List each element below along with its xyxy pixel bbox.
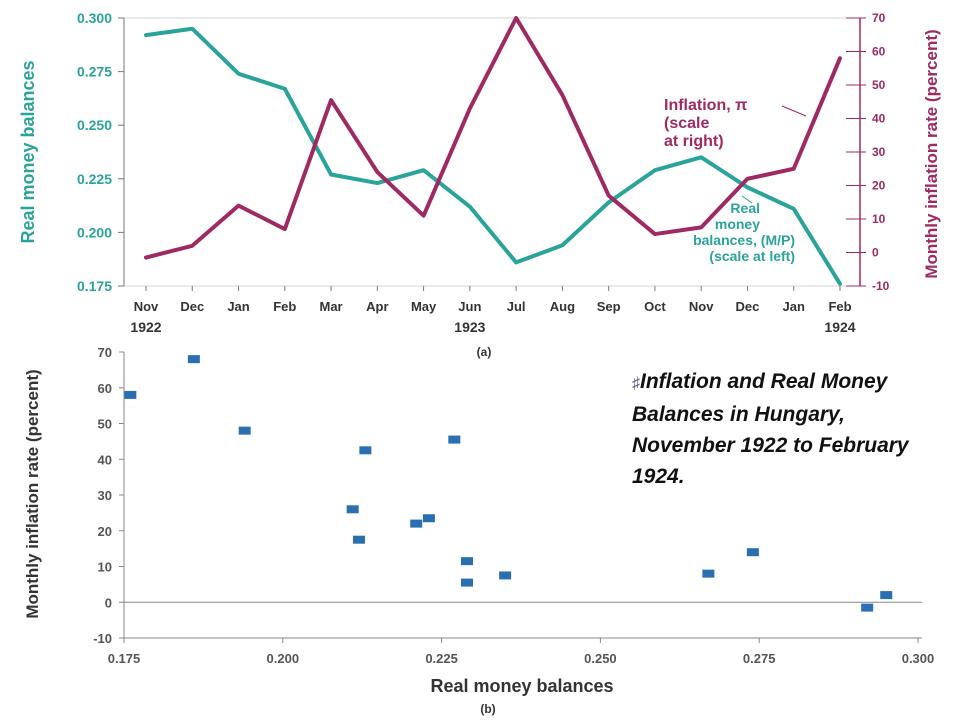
scatter-point bbox=[346, 505, 359, 514]
left-tick-label: 0.250 bbox=[77, 117, 112, 133]
month-tick-label: Nov bbox=[689, 299, 714, 314]
x-tick-label: 0.275 bbox=[743, 651, 776, 666]
panel-b-label: (b) bbox=[480, 702, 495, 716]
right-tick-label: 50 bbox=[872, 78, 886, 92]
y-tick-label: 50 bbox=[98, 417, 112, 432]
real-money-annotation: Real money balances, (M/P) (scale at lef… bbox=[693, 195, 795, 264]
y-tick-label: 20 bbox=[98, 524, 112, 539]
x-tick-label: 0.225 bbox=[425, 651, 458, 666]
month-tick-label: Feb bbox=[273, 299, 296, 314]
left-tick-label: 0.225 bbox=[77, 171, 112, 187]
month-tick-label: Jun bbox=[458, 299, 481, 314]
month-tick-label: Jan bbox=[783, 299, 805, 314]
scatter-point bbox=[448, 435, 461, 444]
month-tick-label: Mar bbox=[320, 299, 343, 314]
right-tick-label: 20 bbox=[872, 179, 886, 193]
month-tick-label: Dec bbox=[180, 299, 204, 314]
panel-a-left-axis-label: Real money balances bbox=[18, 60, 38, 243]
right-tick-label: 40 bbox=[872, 112, 886, 126]
scatter-point bbox=[461, 557, 474, 566]
real-money-annotation-line: balances, (M/P) bbox=[693, 232, 795, 248]
real-money-annotation-leader bbox=[741, 195, 753, 204]
month-tick-label: Jul bbox=[507, 299, 526, 314]
right-tick-label: -10 bbox=[872, 279, 890, 293]
month-tick-label: Nov bbox=[134, 299, 159, 314]
y-tick-label: 40 bbox=[98, 452, 112, 467]
left-tick-label: 0.175 bbox=[77, 278, 112, 294]
right-tick-label: 30 bbox=[872, 145, 886, 159]
right-tick-label: 10 bbox=[872, 212, 886, 226]
inflation-annotation-leader bbox=[781, 105, 807, 117]
x-tick-label: 0.200 bbox=[267, 651, 300, 666]
panel-b-x-ticks: 0.175 0.200 0.225 0.250 0.275 0.300 bbox=[108, 638, 935, 666]
scatter-point bbox=[861, 603, 874, 612]
panel-b-y-ticks: 70 60 50 40 30 20 10 0 -10 bbox=[93, 345, 124, 646]
right-tick-label: 0 bbox=[872, 246, 879, 260]
month-tick-label: Feb bbox=[828, 299, 851, 314]
panel-b-points bbox=[124, 355, 893, 612]
month-tick-label: Dec bbox=[736, 299, 760, 314]
left-tick-label: 0.275 bbox=[77, 64, 112, 80]
scatter-point bbox=[187, 355, 200, 364]
panel-a-year-labels: 1922 1923 1924 bbox=[130, 319, 855, 335]
inflation-annotation-line: Inflation, π bbox=[664, 97, 747, 114]
scatter-point bbox=[359, 446, 372, 455]
scatter-point bbox=[238, 426, 251, 435]
scatter-point bbox=[353, 535, 366, 544]
y-tick-label: 70 bbox=[98, 345, 112, 360]
real-money-annotation-line: money bbox=[715, 216, 760, 232]
line-chart-panel-a: 0.300 0.275 0.250 0.225 0.200 0.175 70 60 50 40 3… bbox=[18, 10, 941, 359]
panel-a-left-ticks: 0.300 0.275 0.250 0.225 0.200 0.175 bbox=[77, 10, 124, 294]
x-tick-label: 0.175 bbox=[108, 651, 141, 666]
scatter-point bbox=[499, 571, 512, 580]
caption-text: Inflation and Real Money Balances in Hun… bbox=[632, 370, 909, 488]
scatter-point bbox=[410, 519, 423, 528]
year-label: 1923 bbox=[454, 319, 485, 335]
month-tick-label: Sep bbox=[597, 299, 621, 314]
inflation-annotation: Inflation, π (scale at right) bbox=[664, 97, 807, 150]
panel-b-y-axis-label: Monthly inflation rate (percent) bbox=[23, 369, 42, 618]
figure-caption: ♯Inflation and Real Money Balances in Hu… bbox=[632, 366, 932, 492]
inflation-annotation-line: (scale bbox=[664, 115, 709, 132]
month-tick-label: Oct bbox=[644, 299, 666, 314]
right-tick-label: 60 bbox=[872, 45, 886, 59]
month-tick-label: Aug bbox=[550, 299, 575, 314]
scatter-point bbox=[461, 578, 474, 587]
panel-a-month-ticks: Nov Dec Jan Feb Mar Apr May Jun Jul Aug Sep Oct Nov D… bbox=[134, 286, 852, 314]
scatter-point bbox=[880, 591, 893, 600]
x-tick-label: 0.300 bbox=[902, 651, 935, 666]
inflation-line bbox=[144, 16, 842, 260]
year-label: 1924 bbox=[824, 319, 855, 335]
real-money-annotation-line: Real bbox=[730, 200, 760, 216]
scatter-point bbox=[422, 514, 435, 523]
left-tick-label: 0.300 bbox=[77, 10, 112, 26]
right-tick-label: 70 bbox=[872, 11, 886, 25]
month-tick-label: May bbox=[411, 299, 437, 314]
y-tick-label: 60 bbox=[98, 381, 112, 396]
scatter-point bbox=[124, 390, 137, 399]
scatter-point bbox=[746, 548, 759, 557]
real-money-balances-line bbox=[144, 26, 842, 286]
panel-a-right-axis-label: Monthly inflation rate (percent) bbox=[922, 29, 941, 278]
x-tick-label: 0.250 bbox=[584, 651, 617, 666]
year-label: 1922 bbox=[130, 319, 161, 335]
y-tick-label: 0 bbox=[105, 595, 112, 610]
month-tick-label: Apr bbox=[366, 299, 388, 314]
panel-a-series bbox=[144, 16, 842, 286]
y-tick-label: 30 bbox=[98, 488, 112, 503]
real-money-annotation-line: (scale at left) bbox=[709, 248, 795, 264]
left-tick-label: 0.200 bbox=[77, 224, 112, 240]
y-tick-label: 10 bbox=[98, 560, 112, 575]
scatter-point bbox=[702, 569, 715, 578]
panel-a-label: (a) bbox=[477, 345, 492, 359]
caption-bullet-icon: ♯ bbox=[632, 375, 640, 392]
y-tick-label: -10 bbox=[93, 631, 112, 646]
panel-b-x-axis-label: Real money balances bbox=[430, 676, 613, 696]
inflation-annotation-line: at right) bbox=[664, 133, 724, 150]
month-tick-label: Jan bbox=[227, 299, 249, 314]
panel-a-right-ticks: 70 60 50 40 30 20 10 0 -10 bbox=[846, 11, 890, 293]
